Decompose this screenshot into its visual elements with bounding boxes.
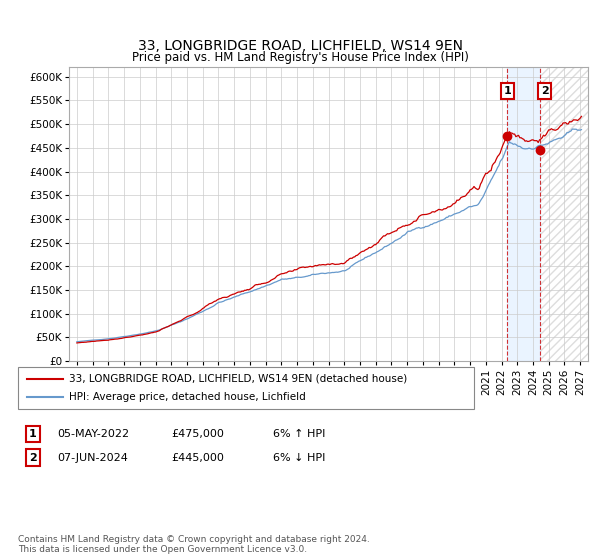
Text: 05-MAY-2022: 05-MAY-2022 <box>57 429 129 439</box>
Text: 07-JUN-2024: 07-JUN-2024 <box>57 452 128 463</box>
Text: 2: 2 <box>541 86 548 96</box>
Text: 33, LONGBRIDGE ROAD, LICHFIELD, WS14 9EN (detached house): 33, LONGBRIDGE ROAD, LICHFIELD, WS14 9EN… <box>69 374 407 384</box>
Text: 6% ↑ HPI: 6% ↑ HPI <box>273 429 325 439</box>
Text: 1: 1 <box>29 429 37 439</box>
Bar <box>540 67 588 361</box>
Text: Price paid vs. HM Land Registry's House Price Index (HPI): Price paid vs. HM Land Registry's House … <box>131 52 469 64</box>
Text: 6% ↓ HPI: 6% ↓ HPI <box>273 452 325 463</box>
Text: 33, LONGBRIDGE ROAD, LICHFIELD, WS14 9EN: 33, LONGBRIDGE ROAD, LICHFIELD, WS14 9EN <box>137 39 463 53</box>
Text: HPI: Average price, detached house, Lichfield: HPI: Average price, detached house, Lich… <box>69 392 306 402</box>
Text: 1: 1 <box>504 86 512 96</box>
Text: £445,000: £445,000 <box>171 452 224 463</box>
Bar <box>507 67 540 361</box>
Text: £475,000: £475,000 <box>171 429 224 439</box>
Bar <box>540 67 588 361</box>
Text: 2: 2 <box>29 452 37 463</box>
Text: Contains HM Land Registry data © Crown copyright and database right 2024.
This d: Contains HM Land Registry data © Crown c… <box>18 535 370 554</box>
